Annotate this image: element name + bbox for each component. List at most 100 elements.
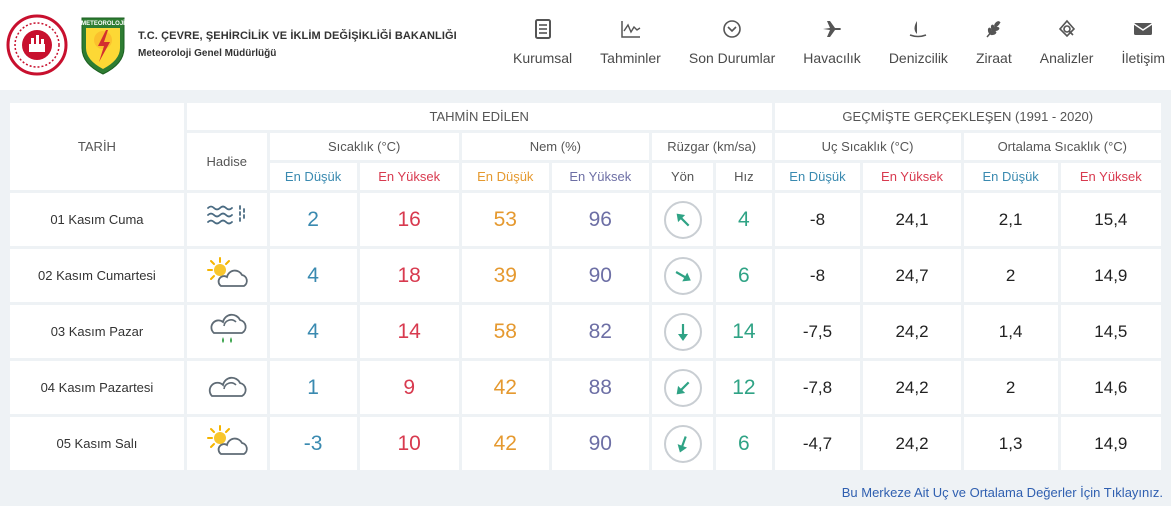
humidity-min-cell: 53 xyxy=(461,193,549,246)
site-header: METEOROLOJİ T.C. ÇEVRE, ŞEHİRCİLİK VE İK… xyxy=(0,0,1171,90)
table-row[interactable]: 04 Kasım Pazartesi 1 9 42 88 12 -7,8 24,… xyxy=(10,361,1161,414)
nav-ziraat[interactable]: Ziraat xyxy=(962,18,1026,78)
extreme-max-cell: 24,2 xyxy=(863,361,961,414)
average-max-cell: 15,4 xyxy=(1060,193,1161,246)
chevron-circle-icon xyxy=(720,18,744,40)
col-uc-max: En Yüksek xyxy=(863,163,961,190)
fog-icon xyxy=(204,202,250,237)
wind-speed-cell: 12 xyxy=(716,361,772,414)
table-row[interactable]: 01 Kasım Cuma 2 16 53 96 4 -8 24,1 2,1 1… xyxy=(10,193,1161,246)
temp-max-cell: 18 xyxy=(359,249,459,302)
station-averages-link[interactable]: Bu Merkeze Ait Uç ve Ortalama Değerler İ… xyxy=(841,485,1163,500)
average-max-cell: 14,9 xyxy=(1060,249,1161,302)
nav-iletisim[interactable]: İletişim xyxy=(1107,18,1165,78)
weather-icon-cell xyxy=(186,305,267,358)
humidity-min-cell: 42 xyxy=(461,417,549,470)
col-uc-sicaklik: Uç Sıcaklık (°C) xyxy=(774,133,961,160)
wind-compass xyxy=(663,424,702,463)
average-min-cell: 2 xyxy=(963,361,1058,414)
col-h-max: En Yüksek xyxy=(551,163,649,190)
group-past: GEÇMİŞTE GERÇEKLEŞEN (1991 - 2020) xyxy=(774,103,1161,130)
col-h-min: En Düşük xyxy=(461,163,549,190)
sailboat-icon xyxy=(906,18,930,40)
wind-speed-cell: 14 xyxy=(716,305,772,358)
nav-denizcilik[interactable]: Denizcilik xyxy=(875,18,962,78)
nav-havacilik[interactable]: Havacılık xyxy=(789,18,875,78)
nav-label: Son Durumlar xyxy=(688,50,776,66)
temp-min-cell: 1 xyxy=(269,361,357,414)
nav-analizler[interactable]: Analizler xyxy=(1026,18,1108,78)
col-ortalama-sicaklik: Ortalama Sıcaklık (°C) xyxy=(963,133,1161,160)
wind-speed-cell: 6 xyxy=(716,249,772,302)
wind-arrow-icon xyxy=(676,213,689,226)
table-row[interactable]: 05 Kasım Salı -3 10 42 90 6 -4,7 24,2 1,… xyxy=(10,417,1161,470)
nav-label: Havacılık xyxy=(803,50,861,66)
temp-min-cell: 4 xyxy=(269,249,357,302)
humidity-max-cell: 90 xyxy=(551,417,649,470)
humidity-max-cell: 82 xyxy=(551,305,649,358)
main-nav: Kurumsal Tahminler Son Durumlar Havacılı… xyxy=(499,18,1165,78)
header-row-columns: En Düşük En Yüksek En Düşük En Yüksek Yö… xyxy=(10,163,1161,190)
col-ort-max: En Yüksek xyxy=(1060,163,1161,190)
average-min-cell: 1,3 xyxy=(963,417,1058,470)
nav-label: Tahminler xyxy=(600,50,661,66)
wind-direction-cell xyxy=(651,305,714,358)
extreme-min-cell: -7,8 xyxy=(774,361,861,414)
col-t-max: En Yüksek xyxy=(359,163,459,190)
organization-name: T.C. ÇEVRE, ŞEHİRCİLİK VE İKLİM DEĞİŞİKL… xyxy=(138,30,457,59)
date-cell: 04 Kasım Pazartesi xyxy=(10,361,184,414)
logo-text: METEOROLOJİ xyxy=(81,20,125,27)
humidity-min-cell: 58 xyxy=(461,305,549,358)
wind-compass xyxy=(663,368,702,407)
wind-direction-cell xyxy=(651,417,714,470)
wind-compass xyxy=(663,312,702,351)
table-row[interactable]: 02 Kasım Cumartesi 4 18 39 90 6 -8 24,7 … xyxy=(10,249,1161,302)
ministry-name: T.C. ÇEVRE, ŞEHİRCİLİK VE İKLİM DEĞİŞİKL… xyxy=(138,30,457,42)
temp-max-cell: 9 xyxy=(359,361,459,414)
date-cell: 03 Kasım Pazar xyxy=(10,305,184,358)
col-t-min: En Düşük xyxy=(269,163,357,190)
nav-label: Analizler xyxy=(1039,50,1094,66)
document-icon xyxy=(531,18,555,40)
nav-tahminler[interactable]: Tahminler xyxy=(586,18,675,78)
col-uc-min: En Düşük xyxy=(774,163,861,190)
col-ort-min: En Düşük xyxy=(963,163,1058,190)
col-yon: Yön xyxy=(651,163,714,190)
wind-compass xyxy=(663,200,702,239)
nav-kurumsal[interactable]: Kurumsal xyxy=(499,18,586,78)
col-ruzgar: Rüzgar (km/sa) xyxy=(651,133,772,160)
temp-min-cell: -3 xyxy=(269,417,357,470)
weather-icon-cell xyxy=(186,417,267,470)
col-nem: Nem (%) xyxy=(461,133,649,160)
header-row-subgroups: Hadise Sıcaklık (°C) Nem (%) Rüzgar (km/… xyxy=(10,133,1161,190)
average-max-cell: 14,9 xyxy=(1060,417,1161,470)
date-cell: 05 Kasım Salı xyxy=(10,417,184,470)
humidity-min-cell: 42 xyxy=(461,361,549,414)
table-row[interactable]: 03 Kasım Pazar 4 14 58 82 14 -7,5 24,2 1… xyxy=(10,305,1161,358)
col-hadise: Hadise xyxy=(186,133,267,190)
wind-arrow-icon xyxy=(677,435,687,452)
temp-min-cell: 2 xyxy=(269,193,357,246)
temp-max-cell: 10 xyxy=(359,417,459,470)
weather-icon-cell xyxy=(186,361,267,414)
date-cell: 02 Kasım Cumartesi xyxy=(10,249,184,302)
date-cell: 01 Kasım Cuma xyxy=(10,193,184,246)
extreme-min-cell: -8 xyxy=(774,249,861,302)
wind-arrow-icon xyxy=(677,323,688,341)
ministry-logo-icon[interactable] xyxy=(6,14,68,76)
rain-cloud-icon xyxy=(204,311,250,352)
average-min-cell: 1,4 xyxy=(963,305,1058,358)
partly-cloudy-icon xyxy=(204,256,250,295)
temp-max-cell: 14 xyxy=(359,305,459,358)
temp-min-cell: 4 xyxy=(269,305,357,358)
nav-son-durumlar[interactable]: Son Durumlar xyxy=(675,18,789,78)
meteoroloji-logo-icon[interactable]: METEOROLOJİ xyxy=(80,14,126,76)
partly-cloudy-icon xyxy=(204,424,250,463)
extreme-min-cell: -8 xyxy=(774,193,861,246)
nav-label: Denizcilik xyxy=(888,50,948,66)
weather-icon-cell xyxy=(186,193,267,246)
humidity-max-cell: 96 xyxy=(551,193,649,246)
extreme-min-cell: -7,5 xyxy=(774,305,861,358)
analysis-icon xyxy=(1055,18,1079,40)
nav-label: Ziraat xyxy=(975,50,1012,66)
